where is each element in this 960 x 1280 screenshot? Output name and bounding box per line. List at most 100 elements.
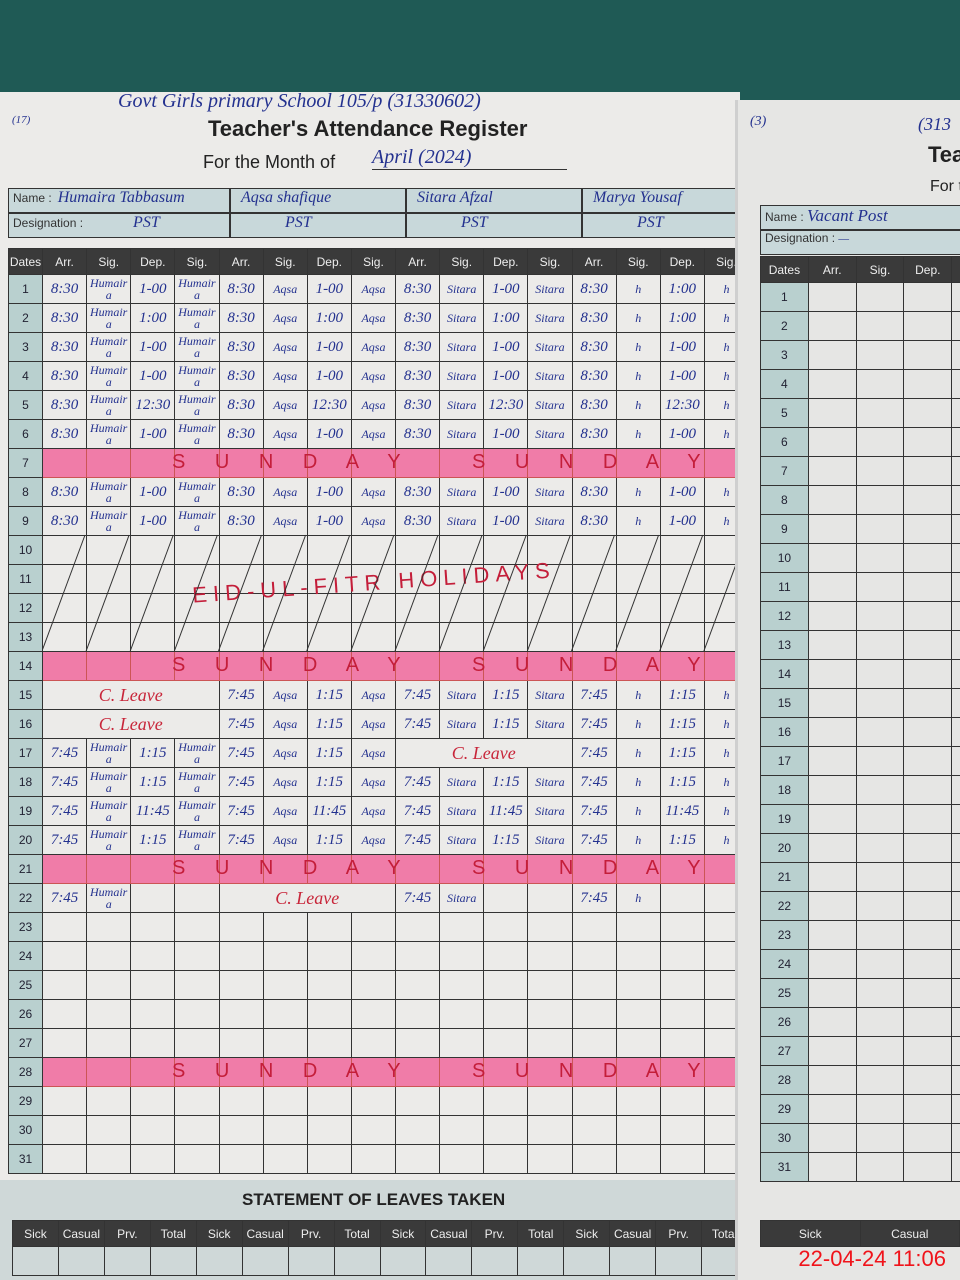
- leaves-column-header: Prv.: [287, 1220, 335, 1247]
- attendance-cell: [306, 912, 352, 942]
- attendance-cell: 8:30: [394, 274, 441, 304]
- column-header: Arr.: [218, 248, 264, 275]
- date-cell: 15: [760, 688, 809, 718]
- attendance-cell: 8:30: [218, 361, 264, 391]
- attendance-cell: [439, 912, 485, 942]
- attendance-cell: [527, 593, 573, 623]
- attendance-cell: [903, 427, 953, 457]
- attendance-cell: 7:45: [41, 825, 88, 855]
- attendance-cell: [951, 949, 960, 979]
- attendance-cell: 11:45: [306, 796, 352, 826]
- date-cell: 4: [760, 369, 809, 399]
- attendance-cell: [130, 941, 176, 971]
- date-cell: 8: [8, 477, 43, 507]
- designation-value: PST: [637, 214, 664, 231]
- attendance-cell: [350, 1028, 397, 1058]
- attendance-cell: [350, 1057, 397, 1087]
- attendance-cell: [41, 970, 88, 1000]
- date-cell: 22: [8, 883, 43, 913]
- attendance-cell: [439, 535, 485, 565]
- attendance-cell: [571, 1144, 617, 1174]
- attendance-cell: [903, 572, 953, 602]
- attendance-cell: [903, 601, 953, 631]
- attendance-cell: [951, 1123, 960, 1153]
- date-cell: 9: [760, 514, 809, 544]
- attendance-table-right: DatesArr.Sig.Dep.Sig.1234567891011121314…: [760, 256, 960, 1182]
- attendance-cell: [659, 651, 705, 681]
- attendance-cell: [527, 535, 573, 565]
- leaves-cell: [563, 1246, 611, 1276]
- attendance-cell: h: [615, 477, 661, 507]
- attendance-cell: 1:00: [306, 303, 352, 333]
- attendance-cell: 1-00: [130, 506, 176, 536]
- table-row: 18 7:45 Humaira 1:15 Humaira 7:45 Aqsa 1:15 Aqsa…: [8, 767, 750, 797]
- attendance-cell: 1-00: [130, 361, 176, 391]
- leaves-cell: [57, 1246, 105, 1276]
- school-name: Govt Girls primary School 105/p (3133060…: [118, 90, 481, 112]
- attendance-cell: Sitara: [527, 274, 573, 304]
- attendance-cell: 1:15: [306, 738, 352, 768]
- attendance-cell: [262, 448, 308, 478]
- date-cell: 16: [8, 709, 43, 739]
- attendance-cell: [439, 1057, 485, 1087]
- date-cell: 7: [760, 456, 809, 486]
- leaves-table-right: Sick Casual: [760, 1220, 960, 1247]
- attendance-cell: [951, 485, 960, 515]
- attendance-cell: Aqsa: [350, 767, 397, 797]
- table-row: 13: [8, 622, 750, 652]
- column-header: Sig.: [350, 248, 397, 275]
- leaves-statement: STATEMENT OF LEAVES TAKEN Sick Casual Prv.…: [0, 1180, 790, 1280]
- attendance-cell: [615, 622, 661, 652]
- attendance-cell: [394, 854, 441, 884]
- attendance-cell: [615, 854, 661, 884]
- attendance-cell: [527, 1144, 573, 1174]
- date-cell: 26: [760, 1007, 809, 1037]
- date-cell: 13: [760, 630, 809, 660]
- date-cell: 21: [760, 862, 809, 892]
- attendance-cell: [855, 717, 905, 747]
- attendance-cell: [951, 282, 960, 312]
- attendance-cell: C. Leave: [218, 883, 396, 913]
- leaves-column-header: Sick: [563, 1220, 611, 1247]
- attendance-cell: [903, 1123, 953, 1153]
- column-header: Dep.: [306, 248, 352, 275]
- attendance-cell: Humaira: [86, 274, 132, 304]
- column-header: Sig.: [615, 248, 661, 275]
- attendance-cell: 11:45: [483, 796, 529, 826]
- attendance-cell: [951, 688, 960, 718]
- attendance-cell: [350, 854, 397, 884]
- table-row: 22 7:45 Humaira C. Leave 7:45 Sitara 7:45 h: [8, 883, 750, 913]
- attendance-cell: Humaira: [174, 506, 220, 536]
- attendance-cell: [218, 970, 264, 1000]
- attendance-cell: Sitara: [439, 506, 485, 536]
- table-row: 9 8:30 Humaira 1-00 Humaira 8:30 Aqsa 1-00 Aqsa 8…: [8, 506, 750, 536]
- attendance-cell: 1-00: [306, 506, 352, 536]
- attendance-cell: 1-00: [659, 506, 705, 536]
- attendance-cell: [218, 1115, 264, 1145]
- date-cell: 12: [8, 593, 43, 623]
- date-cell: 15: [8, 680, 43, 710]
- attendance-cell: [903, 456, 953, 486]
- photo-timestamp: 22-04-24 11:06: [798, 1246, 946, 1271]
- attendance-cell: [394, 970, 441, 1000]
- attendance-cell: [41, 912, 88, 942]
- leaves-column-header: Total: [149, 1220, 197, 1247]
- attendance-cell: [41, 1086, 88, 1116]
- attendance-cell: 1:15: [659, 767, 705, 797]
- attendance-cell: [262, 1028, 308, 1058]
- attendance-cell: [659, 1115, 705, 1145]
- date-cell: 19: [8, 796, 43, 826]
- attendance-cell: [951, 601, 960, 631]
- leaves-cell: [195, 1246, 243, 1276]
- attendance-cell: Sitara: [439, 825, 485, 855]
- attendance-cell: [174, 593, 220, 623]
- name-value: Sitara Afzal: [417, 189, 493, 206]
- column-header: Sig.: [527, 248, 573, 275]
- attendance-cell: h: [615, 361, 661, 391]
- attendance-cell: [174, 622, 220, 652]
- table-row: 24: [760, 949, 960, 979]
- attendance-cell: 8:30: [218, 419, 264, 449]
- attendance-cell: Humaira: [174, 361, 220, 391]
- attendance-cell: Sitara: [527, 825, 573, 855]
- attendance-cell: [807, 978, 857, 1008]
